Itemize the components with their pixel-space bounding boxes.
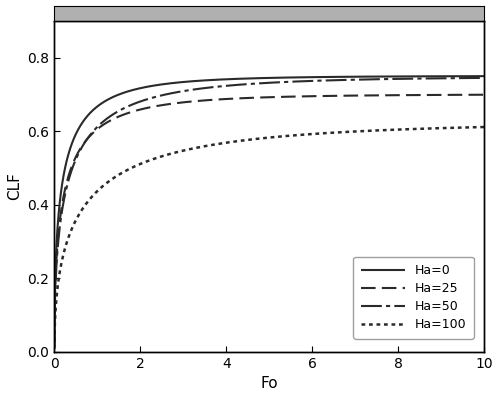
Ha=100 (52, 347, 58, 351)
Ha=50 (481, 76, 487, 80)
Ha=25 (481, 92, 487, 97)
Ha=0 (52, 343, 58, 348)
Ha=0 (74, 131, 80, 136)
Ha=25 (468, 92, 474, 97)
Legend: Ha=0, Ha=25, Ha=50, Ha=100: Ha=0, Ha=25, Ha=50, Ha=100 (354, 257, 474, 339)
Ha=25 (390, 93, 396, 98)
Ha=100 (481, 125, 487, 129)
Ha=50 (468, 76, 474, 80)
Ha=0 (390, 74, 396, 79)
Ha=50 (74, 156, 80, 161)
Ha=50 (260, 81, 266, 86)
Ha=0 (260, 76, 266, 80)
Ha=100 (390, 127, 396, 132)
Ha=100 (468, 125, 474, 130)
Y-axis label: CLF: CLF (7, 172, 22, 200)
Ha=0 (469, 74, 475, 78)
Ha=100 (469, 125, 475, 130)
Ha=25 (249, 96, 255, 100)
Ha=50 (52, 345, 58, 349)
X-axis label: Fo: Fo (260, 376, 278, 391)
Ha=100 (74, 217, 80, 222)
Ha=25 (469, 92, 475, 97)
Ha=0 (481, 74, 487, 78)
Ha=50 (249, 82, 255, 86)
Ha=100 (249, 137, 255, 142)
Ha=50 (390, 76, 396, 81)
Ha=25 (260, 95, 266, 100)
Line: Ha=0: Ha=0 (54, 76, 484, 345)
Ha=25 (52, 344, 58, 349)
Line: Ha=50: Ha=50 (54, 78, 484, 347)
Ha=25 (74, 154, 80, 158)
Line: Ha=100: Ha=100 (54, 127, 484, 349)
Ha=0 (468, 74, 474, 78)
Ha=100 (260, 136, 266, 140)
Ha=50 (469, 76, 475, 80)
Line: Ha=25: Ha=25 (54, 95, 484, 347)
Ha=0 (249, 76, 255, 81)
